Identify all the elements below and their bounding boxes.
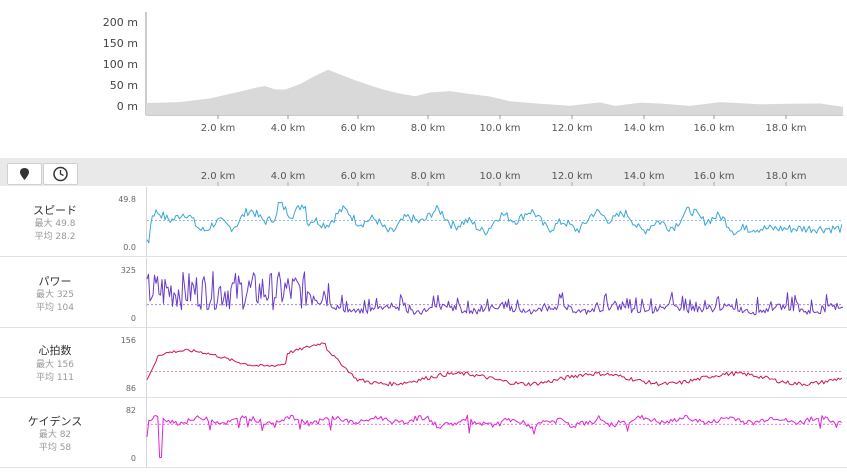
toolbar-x-tick-label: 8.0 km — [411, 171, 446, 182]
metric-y-max-label: 82 — [125, 406, 136, 415]
time-axis-button[interactable] — [43, 163, 78, 185]
elevation-x-tick-label: 6.0 km — [341, 123, 376, 134]
toolbar-x-tick-label: 16.0 km — [694, 171, 735, 182]
metric-max: 最大 82 — [38, 430, 72, 440]
metric-chart — [0, 398, 847, 468]
map-pin-icon — [20, 168, 29, 180]
elevation-area — [146, 69, 843, 115]
metric-chart — [0, 328, 847, 398]
elevation-y-tick-label: 50 m — [110, 79, 138, 92]
elevation-x-tick-label: 12.0 km — [552, 123, 593, 134]
elevation-y-tick-label: 0 m — [117, 100, 138, 113]
metric-series-line — [146, 414, 843, 458]
elevation-x-tick-label: 14.0 km — [624, 123, 665, 134]
toolbar-distance-axis: 2.0 km 4.0 km 6.0 km 8.0 km 10.0 km 12.0 km 14… — [201, 171, 807, 186]
toolbar-x-tick-label: 14.0 km — [624, 171, 665, 182]
metric-max: 最大 49.8 — [34, 219, 76, 229]
metric-name: ケイデンス — [27, 415, 83, 428]
toolbar-x-tick-label: 10.0 km — [480, 171, 521, 182]
metric-name: スピード — [33, 204, 77, 217]
metric-average: 平均 104 — [35, 303, 75, 313]
metric-average: 平均 58 — [38, 443, 72, 453]
metric-average: 平均 28.2 — [34, 232, 76, 242]
metric-y-max-label: 325 — [120, 266, 136, 275]
toolbar-x-tick-label: 18.0 km — [766, 171, 807, 182]
metric-y-max-label: 156 — [120, 336, 136, 345]
elevation-y-tick-label: 200 m — [103, 16, 138, 29]
elevation-chart: 200 m 150 m 100 m 50 m 0 m 2.0 km 4.0 km 6.0 k… — [103, 12, 843, 134]
distance-axis-button[interactable] — [7, 163, 42, 185]
chart-toolbar — [0, 158, 847, 186]
metric-name: 心拍数 — [38, 344, 72, 357]
elevation-x-tick-label: 4.0 km — [271, 123, 306, 134]
elevation-x-tick-label: 18.0 km — [766, 123, 807, 134]
toolbar-x-tick-label: 12.0 km — [552, 171, 593, 182]
elevation-y-tick-label: 150 m — [103, 37, 138, 50]
metric-y-min-label: 0 — [130, 314, 136, 323]
metric-y-max-label: 49.8 — [118, 195, 136, 204]
toolbar-x-tick-label: 4.0 km — [271, 171, 306, 182]
clock-icon — [53, 166, 68, 182]
metric-name: パワー — [38, 275, 72, 288]
elevation-x-tick-label: 2.0 km — [201, 123, 236, 134]
metric-series-line — [146, 271, 844, 316]
toolbar-x-tick-label: 2.0 km — [201, 171, 236, 182]
metric-series-line — [146, 342, 843, 387]
metric-chart — [0, 187, 847, 257]
elevation-x-tick-label: 10.0 km — [480, 123, 521, 134]
metric-y-min-label: 86 — [125, 384, 136, 393]
metric-y-min-label: 0 — [130, 454, 136, 463]
elevation-x-tick-label: 8.0 km — [411, 123, 446, 134]
metric-y-min-label: 0.0 — [123, 243, 136, 252]
metric-max: 最大 325 — [35, 290, 75, 300]
elevation-y-tick-label: 100 m — [103, 58, 138, 71]
metric-chart — [0, 258, 847, 328]
elevation-x-tick-label: 16.0 km — [694, 123, 735, 134]
metric-average: 平均 111 — [35, 373, 75, 383]
metric-max: 最大 156 — [35, 360, 75, 370]
toolbar-x-tick-label: 6.0 km — [341, 171, 376, 182]
metric-series-line — [146, 201, 843, 244]
